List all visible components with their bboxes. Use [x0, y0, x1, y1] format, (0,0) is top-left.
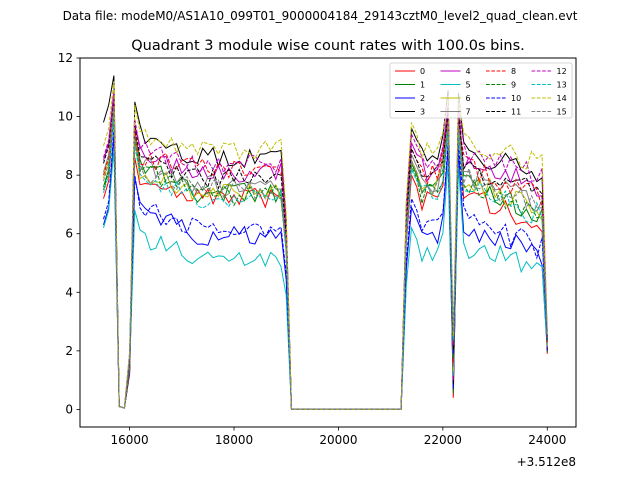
legend-box	[389, 62, 573, 119]
series-line-5	[103, 148, 548, 410]
series-line-14	[103, 81, 548, 410]
series-line-13	[103, 116, 548, 410]
legend-label-6: 6	[466, 94, 471, 103]
legend-label-2: 2	[420, 94, 425, 103]
x-tick-label: 16000	[111, 433, 149, 447]
legend-label-10: 10	[511, 94, 521, 103]
x-tick-label: 20000	[319, 433, 357, 447]
series-line-11	[103, 96, 548, 410]
legend-label-7: 7	[466, 108, 471, 117]
plot-frame	[79, 57, 577, 428]
legend-label-11: 11	[511, 108, 521, 117]
series-line-10	[103, 128, 548, 410]
legend-label-14: 14	[557, 94, 567, 103]
series-line-8	[103, 104, 548, 410]
legend-label-5: 5	[466, 81, 471, 90]
legend-label-9: 9	[511, 81, 516, 90]
legend-label-1: 1	[420, 81, 425, 90]
y-tick-label: 4	[65, 285, 73, 299]
y-tick-label: 2	[65, 344, 73, 358]
legend-label-13: 13	[557, 81, 567, 90]
legend-label-4: 4	[466, 67, 471, 76]
series-line-3	[103, 75, 548, 410]
legend-label-3: 3	[420, 108, 425, 117]
series-line-15	[103, 107, 548, 410]
series-line-9	[103, 113, 548, 410]
legend-label-0: 0	[420, 67, 425, 76]
x-tick-label: 24000	[528, 433, 566, 447]
legend-label-8: 8	[511, 67, 516, 76]
chart-title: Quadrant 3 module wise count rates with …	[131, 38, 525, 54]
y-tick-label: 10	[58, 110, 73, 124]
y-tick-label: 6	[65, 227, 73, 241]
series-line-12	[103, 93, 548, 410]
series-line-0	[103, 110, 548, 410]
legend-label-15: 15	[557, 108, 567, 117]
chart-suptitle: Data file: modeM0/AS1A10_099T01_90000041…	[63, 9, 578, 23]
y-tick-label: 0	[65, 402, 73, 416]
x-tick-label: 22000	[424, 433, 462, 447]
legend-label-12: 12	[557, 67, 567, 76]
series-line-4	[103, 90, 548, 410]
series-lines	[103, 75, 548, 410]
y-tick-label: 12	[58, 51, 73, 65]
series-line-6	[103, 107, 548, 410]
x-tick-label: 18000	[215, 433, 253, 447]
series-line-7	[103, 101, 548, 410]
series-line-2	[103, 134, 548, 410]
y-tick-label: 8	[65, 168, 73, 182]
x-offset-label: +3.512e8	[517, 455, 576, 469]
